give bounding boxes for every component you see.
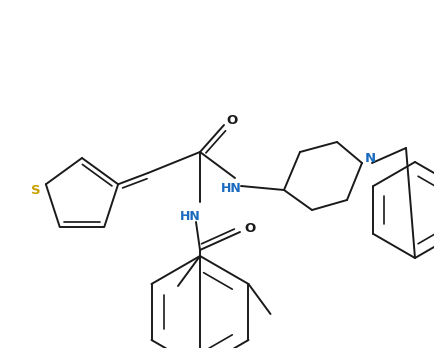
Text: O: O	[244, 221, 256, 235]
Text: N: N	[365, 152, 375, 166]
Text: HN: HN	[180, 209, 201, 222]
Text: HN: HN	[220, 182, 241, 195]
Text: O: O	[227, 114, 238, 127]
Text: S: S	[31, 184, 41, 197]
